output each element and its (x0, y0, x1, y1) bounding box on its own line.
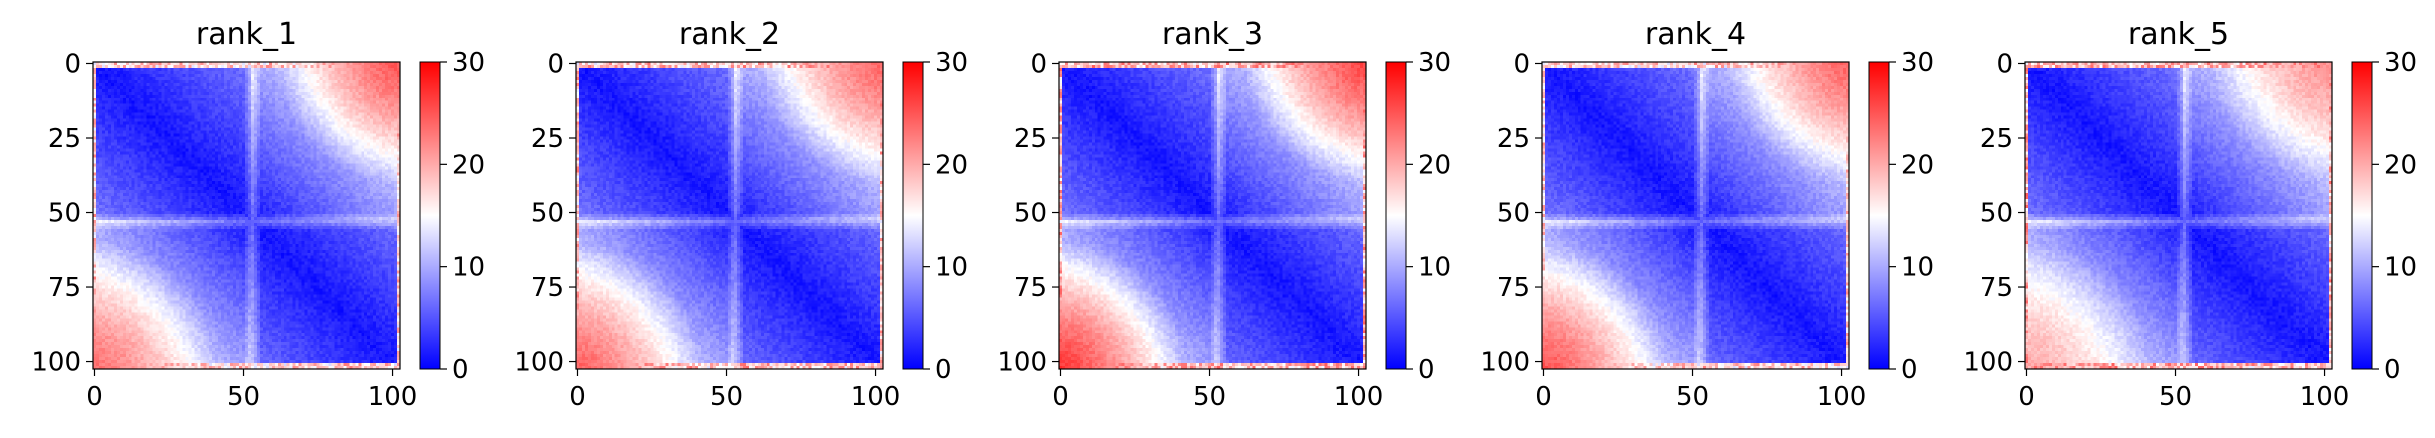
colorbar (419, 61, 441, 370)
x-tick-label: 100 (368, 382, 418, 412)
x-tick-label: 0 (1052, 382, 1069, 412)
colorbar-tick-label: 0 (1418, 355, 1435, 385)
y-tick-label: 50 (48, 199, 81, 229)
x-tick-label: 100 (1817, 382, 1867, 412)
y-tick-label: 0 (1996, 49, 2013, 79)
panel-title: rank_2 (679, 17, 780, 52)
colorbar (1385, 61, 1407, 370)
colorbar-tick-label: 0 (452, 355, 469, 385)
y-tick-label: 25 (1014, 124, 1047, 154)
axes-frame (92, 61, 401, 370)
y-tick-label: 100 (31, 348, 81, 378)
panel-title: rank_5 (2128, 17, 2229, 52)
y-tick-label: 0 (547, 49, 564, 79)
colorbar (902, 61, 924, 370)
x-tick-label: 0 (1535, 382, 1552, 412)
panel-title: rank_4 (1645, 17, 1746, 52)
heatmap-image (1542, 62, 1849, 369)
y-tick-label: 0 (1030, 49, 1047, 79)
axes-frame (2024, 61, 2333, 370)
x-tick-label: 50 (227, 382, 260, 412)
colorbar-tick-label: 10 (1901, 253, 1934, 283)
colorbar-tick-label: 0 (2384, 355, 2401, 385)
y-tick-label: 100 (1480, 348, 1530, 378)
colorbar-tick-label: 20 (452, 150, 485, 180)
colorbar-tick-label: 30 (935, 48, 968, 78)
colorbar-tick-label: 0 (935, 355, 952, 385)
colorbar-tick-label: 20 (1418, 150, 1451, 180)
y-tick-label: 75 (1980, 273, 2013, 303)
colorbar-tick-label: 10 (1418, 253, 1451, 283)
x-tick-label: 100 (2300, 382, 2350, 412)
colorbar-tick-label: 30 (2384, 48, 2417, 78)
colorbar-tick-label: 20 (2384, 150, 2417, 180)
y-tick-label: 100 (1963, 348, 2013, 378)
colorbar-tick-label: 0 (1901, 355, 1918, 385)
colorbar-tick-label: 20 (935, 150, 968, 180)
y-tick-label: 0 (1513, 49, 1530, 79)
x-tick-label: 50 (710, 382, 743, 412)
y-tick-label: 25 (1980, 124, 2013, 154)
y-tick-label: 75 (1014, 273, 1047, 303)
y-tick-label: 75 (531, 273, 564, 303)
heatmap-image (576, 62, 883, 369)
x-tick-label: 0 (569, 382, 586, 412)
x-tick-label: 50 (2159, 382, 2192, 412)
y-tick-label: 75 (1497, 273, 1530, 303)
x-tick-label: 50 (1676, 382, 1709, 412)
y-tick-label: 25 (531, 124, 564, 154)
y-tick-label: 75 (48, 273, 81, 303)
panel-title: rank_3 (1162, 17, 1263, 52)
y-tick-label: 50 (1980, 199, 2013, 229)
colorbar (1868, 61, 1890, 370)
y-tick-label: 50 (1497, 199, 1530, 229)
heatmap-image (93, 62, 400, 369)
y-tick-label: 50 (531, 199, 564, 229)
y-tick-label: 50 (1014, 199, 1047, 229)
colorbar-tick-label: 10 (935, 253, 968, 283)
colorbar-tick-label: 10 (2384, 253, 2417, 283)
colorbar-tick-label: 20 (1901, 150, 1934, 180)
axes-frame (1541, 61, 1850, 370)
heatmap-image (1059, 62, 1366, 369)
x-tick-label: 0 (2018, 382, 2035, 412)
axes-frame (575, 61, 884, 370)
y-tick-label: 25 (48, 124, 81, 154)
colorbar-tick-label: 10 (452, 253, 485, 283)
colorbar-tick-label: 30 (1901, 48, 1934, 78)
x-tick-label: 0 (86, 382, 103, 412)
x-tick-label: 100 (1334, 382, 1384, 412)
y-tick-label: 100 (997, 348, 1047, 378)
colorbar-tick-label: 30 (452, 48, 485, 78)
x-tick-label: 100 (851, 382, 901, 412)
panel-title: rank_1 (196, 17, 297, 52)
colorbar (2351, 61, 2373, 370)
axes-frame (1058, 61, 1367, 370)
y-tick-label: 0 (64, 49, 81, 79)
y-tick-label: 25 (1497, 124, 1530, 154)
heatmap-image (2025, 62, 2332, 369)
y-tick-label: 100 (514, 348, 564, 378)
colorbar-tick-label: 30 (1418, 48, 1451, 78)
x-tick-label: 50 (1193, 382, 1226, 412)
